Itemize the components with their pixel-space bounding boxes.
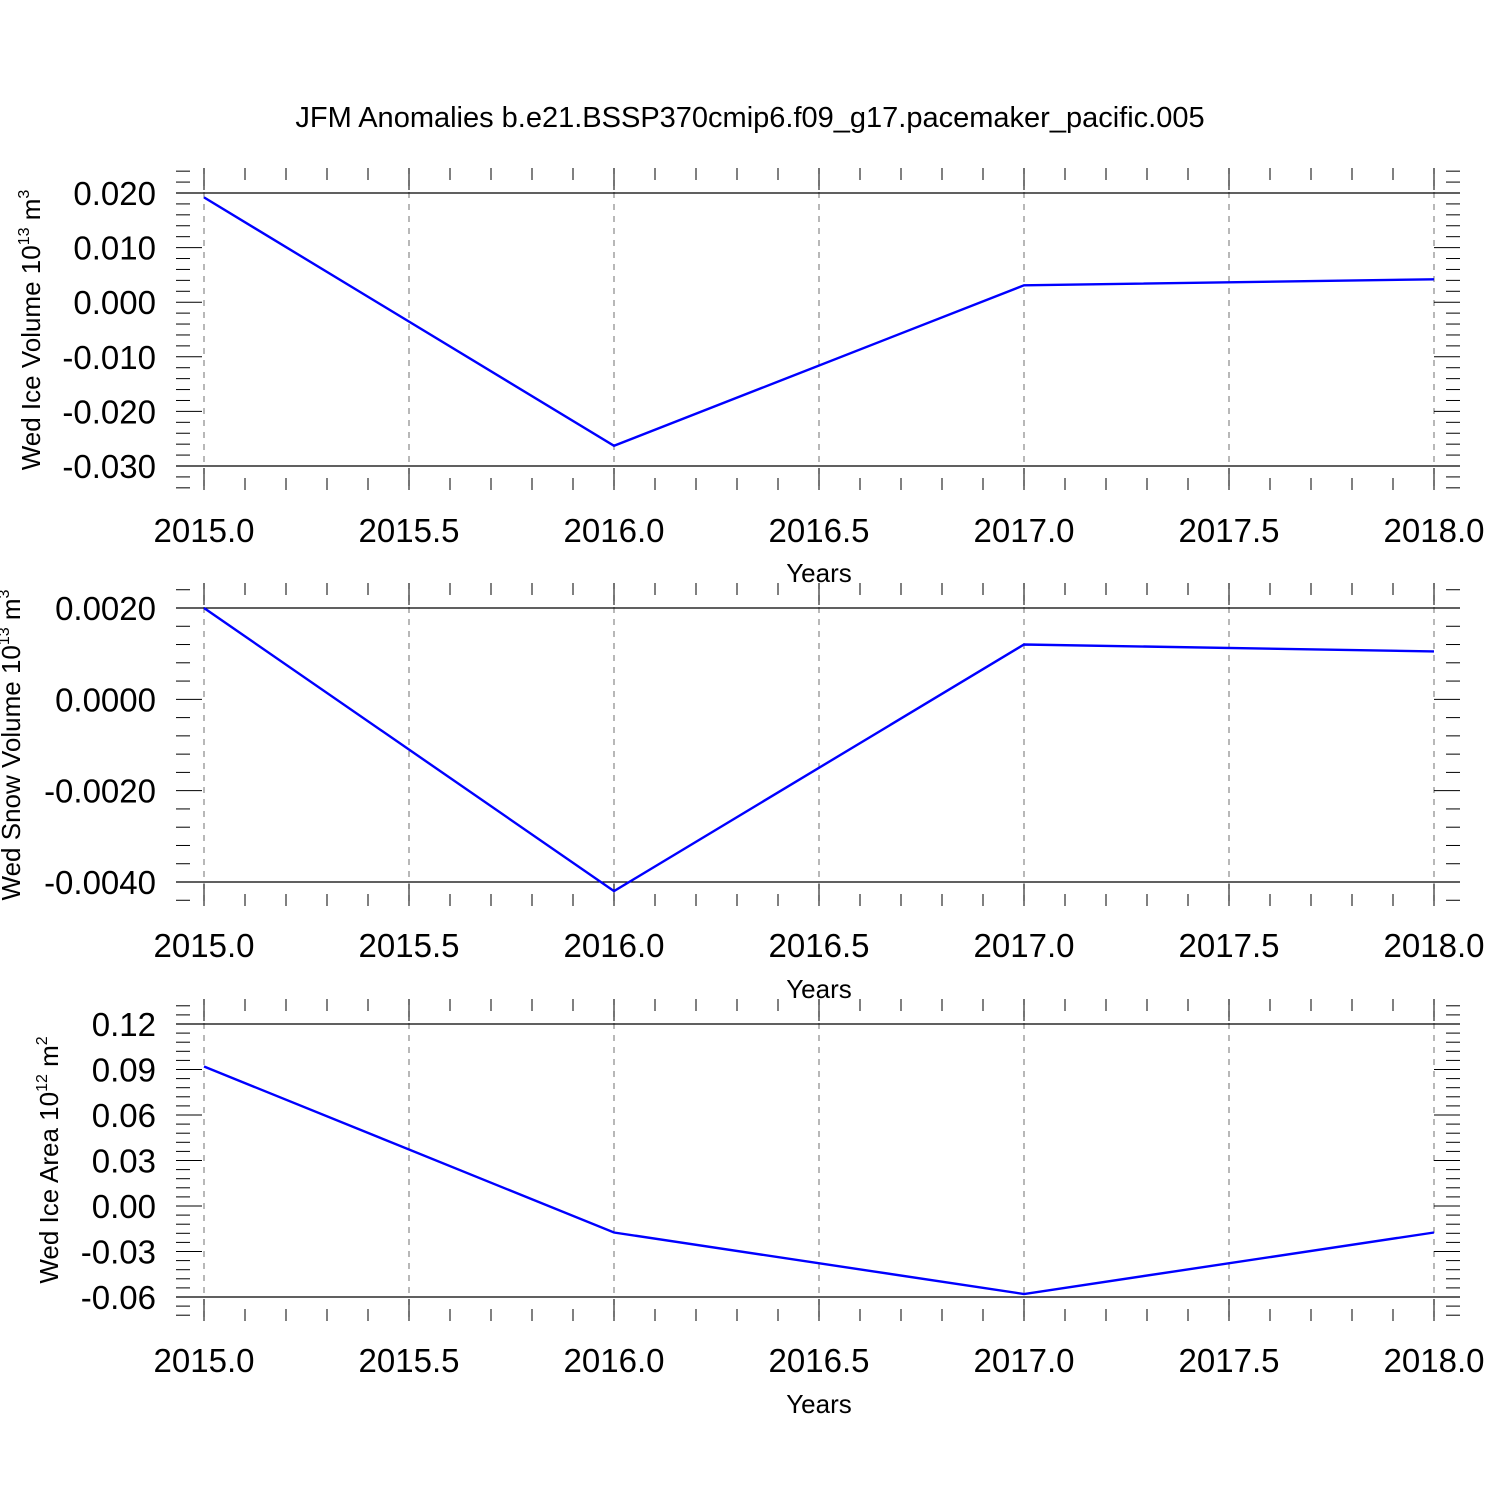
x-tick-label: 2015.5 (359, 1342, 460, 1379)
y-tick-label: 0.12 (92, 1006, 156, 1043)
y-tick-label: -0.020 (62, 393, 156, 430)
x-tick-label: 2015.0 (154, 512, 255, 549)
panel-1: 2015.0 2015.5 2016.0 2016.5 2017.0 2017.5 2018… (16, 168, 1484, 588)
series-line (203, 607, 1435, 893)
x-tick-label: 2015.5 (359, 512, 460, 549)
x-tick-label: 2017.5 (1179, 927, 1280, 964)
x-tick-label: 2015.0 (154, 1342, 255, 1379)
series-line (203, 196, 1435, 448)
x-tick-label: 2016.5 (769, 1342, 870, 1379)
y-tick-label: -0.0020 (44, 773, 156, 810)
x-tick-label: 2017.0 (974, 512, 1075, 549)
y-tick-label: 0.020 (73, 175, 156, 212)
x-tick-label: 2016.0 (564, 512, 665, 549)
y-axis-label: Wed Snow Volume 1013 m3 (0, 589, 26, 900)
x-tick-label: 2017.5 (1179, 1342, 1280, 1379)
x-tick-label: 2018.0 (1384, 927, 1485, 964)
x-tick-label: 2015.5 (359, 927, 460, 964)
y-tick-label: 0.03 (92, 1143, 156, 1180)
x-axis-label: Years (786, 1389, 852, 1419)
y-tick-label: 0.0020 (55, 590, 156, 627)
x-tick-label: 2016.0 (564, 927, 665, 964)
y-tick-label: 0.000 (73, 284, 156, 321)
y-tick-label: -0.03 (81, 1234, 156, 1271)
y-tick-label: 0.010 (73, 230, 156, 267)
y-tick-label: 0.09 (92, 1052, 156, 1089)
y-axis-label: Wed Ice Area 1012 m2 (34, 1036, 64, 1283)
y-axis-label: Wed Ice Volume 1013 m3 (16, 190, 46, 471)
x-tick-label: 2018.0 (1384, 1342, 1485, 1379)
y-tick-label: -0.030 (62, 448, 156, 485)
series-line (203, 1065, 1435, 1296)
y-tick-label: 0.0000 (55, 681, 156, 718)
y-tick-label: -0.06 (81, 1279, 156, 1316)
figure-title: JFM Anomalies b.e21.BSSP370cmip6.f09_g17… (295, 102, 1205, 134)
x-tick-label: 2017.0 (974, 1342, 1075, 1379)
y-tick-label: 0.06 (92, 1097, 156, 1134)
x-tick-label: 2017.0 (974, 927, 1075, 964)
x-tick-label: 2016.5 (769, 927, 870, 964)
y-tick-label: 0.00 (92, 1188, 156, 1225)
x-tick-label: 2018.0 (1384, 512, 1485, 549)
y-tick-label: -0.0040 (44, 864, 156, 901)
y-tick-label: -0.010 (62, 339, 156, 376)
x-tick-label: 2016.0 (564, 1342, 665, 1379)
x-tick-label: 2016.5 (769, 512, 870, 549)
x-tick-label: 2017.5 (1179, 512, 1280, 549)
x-tick-label: 2015.0 (154, 927, 255, 964)
panel-2: 2015.0 2015.5 2016.0 2016.5 2017.0 2017.5 2018… (0, 583, 1484, 1004)
panel-3: 2015.0 2015.5 2016.0 2016.5 2017.0 2017.5 2018… (34, 999, 1484, 1419)
